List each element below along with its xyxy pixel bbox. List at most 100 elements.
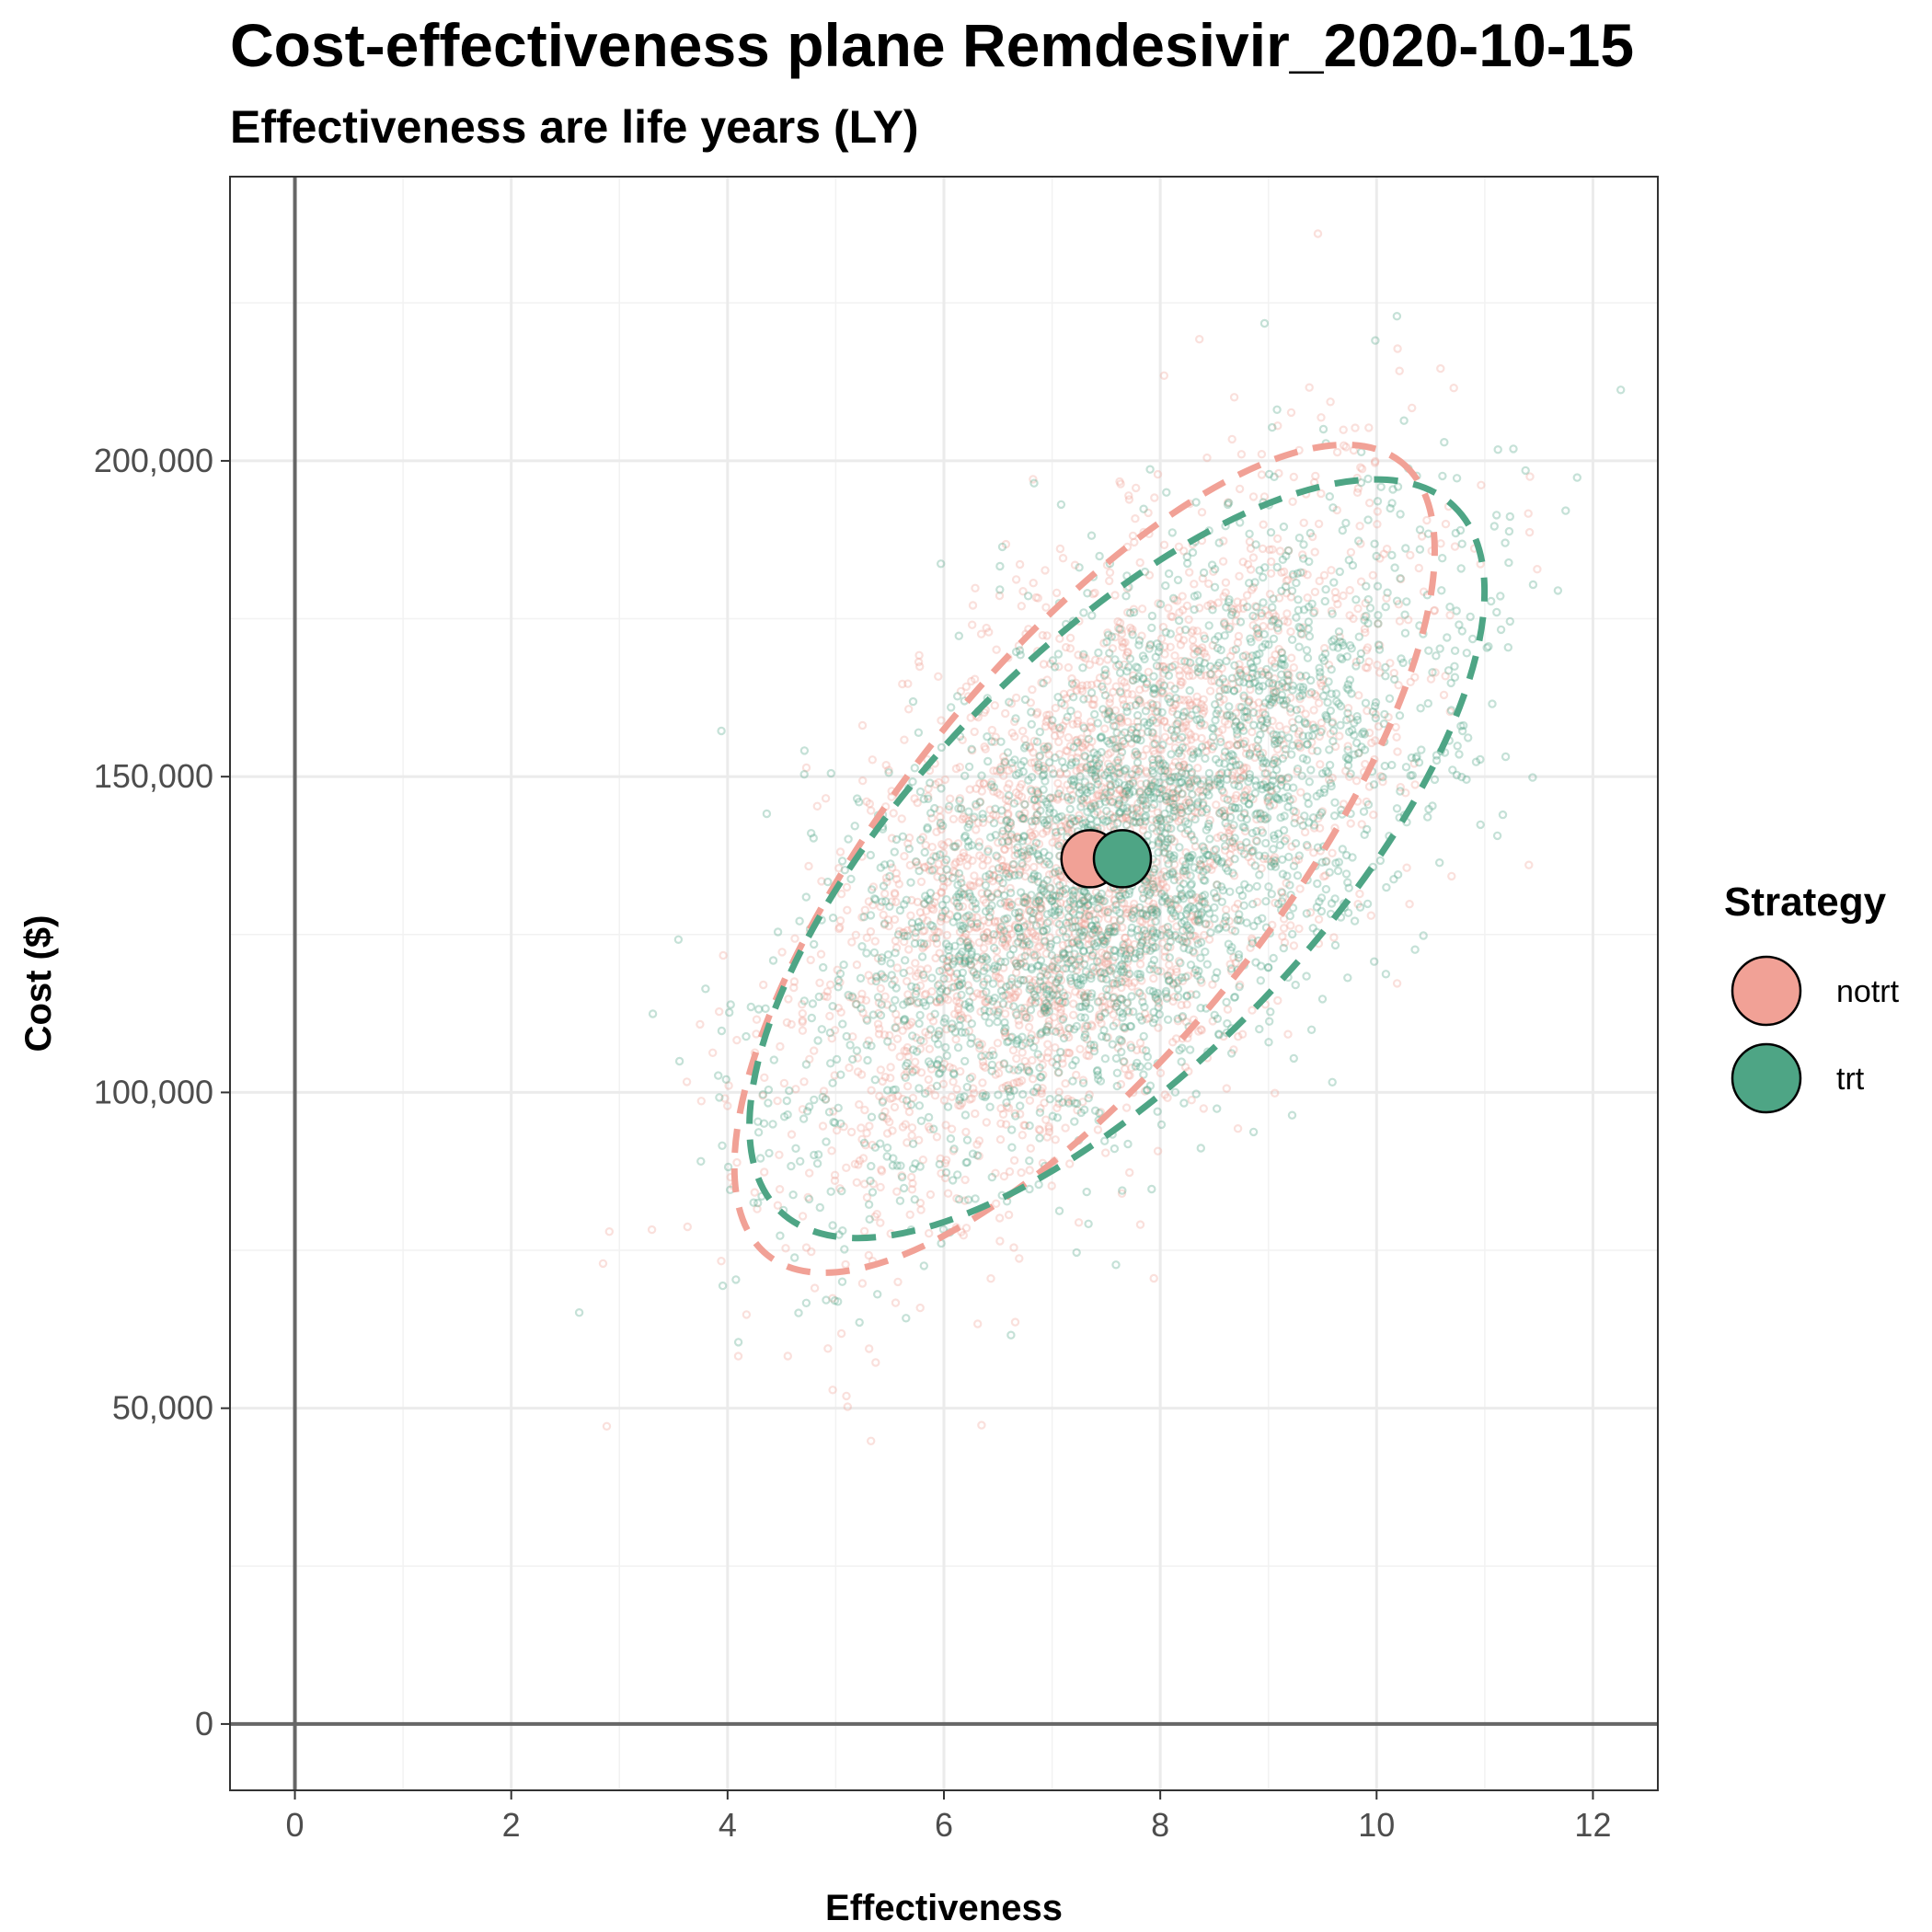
scatter-point-trt (911, 989, 921, 999)
scatter-point-notrt (1215, 769, 1225, 779)
scatter-point-notrt (919, 899, 929, 909)
scatter-point-trt (1112, 979, 1122, 988)
scatter-point-trt (1113, 763, 1123, 772)
scatter-point-trt (1334, 699, 1343, 708)
scatter-point-notrt (1127, 690, 1137, 699)
scatter-point-trt (962, 937, 972, 947)
scatter-point-trt (917, 952, 927, 961)
scatter-point-trt (1236, 668, 1245, 678)
scatter-point-notrt (1179, 760, 1189, 769)
scatter-point-trt (882, 1143, 892, 1153)
scatter-point-trt (856, 973, 866, 983)
scatter-point-notrt (1225, 960, 1235, 969)
scatter-point-trt (1272, 785, 1282, 794)
scatter-point-notrt (789, 983, 799, 993)
scatter-point-trt (1303, 740, 1312, 749)
scatter-point-notrt (1184, 568, 1194, 577)
scatter-point-notrt (902, 1047, 912, 1056)
scatter-point-trt (998, 999, 1008, 1008)
scatter-point-notrt (981, 898, 991, 908)
scatter-point-trt (1331, 858, 1340, 868)
scatter-point-trt (1476, 820, 1485, 830)
scatter-point-notrt (930, 898, 939, 907)
scatter-point-trt (1116, 967, 1126, 976)
scatter-point-notrt (923, 964, 933, 973)
scatter-point-trt (892, 1161, 902, 1170)
scatter-point-trt (1069, 817, 1079, 826)
scatter-point-notrt (1022, 895, 1032, 905)
scatter-point-notrt (1317, 807, 1328, 816)
scatter-point-trt (790, 1253, 799, 1262)
scatter-point-notrt (1120, 766, 1130, 776)
scatter-point-trt (1124, 788, 1134, 798)
scatter-point-notrt (1021, 1012, 1030, 1022)
scatter-point-notrt (1085, 660, 1095, 670)
scatter-point-notrt (1146, 924, 1156, 933)
scatter-point-trt (980, 1006, 989, 1015)
scatter-point-notrt (1017, 792, 1027, 801)
scatter-point-notrt (963, 937, 973, 946)
scatter-point-trt (812, 1158, 822, 1168)
scatter-point-notrt (1339, 425, 1348, 434)
scatter-point-trt (940, 906, 950, 915)
scatter-point-notrt (1075, 764, 1085, 773)
scatter-point-trt (1146, 793, 1156, 802)
scatter-point-notrt (1195, 894, 1204, 903)
scatter-point-trt (890, 847, 900, 857)
scatter-point-trt (1159, 772, 1168, 782)
scatter-point-notrt (970, 674, 980, 684)
scatter-point-notrt (1055, 910, 1065, 920)
scatter-point-notrt (1248, 743, 1257, 753)
scatter-point-trt (900, 1015, 910, 1024)
scatter-point-trt (1108, 1040, 1118, 1049)
scatter-point-notrt (1215, 697, 1225, 707)
scatter-point-trt (903, 997, 913, 1006)
scatter-point-notrt (1030, 814, 1040, 823)
scatter-point-trt (1348, 560, 1358, 570)
scatter-point-notrt (954, 1003, 963, 1012)
scatter-point-notrt (1058, 948, 1068, 958)
scatter-point-trt (1089, 1041, 1098, 1050)
scatter-point-notrt (1315, 576, 1324, 586)
scatter-point-notrt (1178, 724, 1187, 733)
scatter-point-trt (1162, 837, 1172, 847)
scatter-point-notrt (1138, 825, 1148, 835)
scatter-point-trt (1223, 768, 1233, 777)
scatter-point-notrt (1006, 977, 1017, 986)
scatter-point-notrt (1167, 612, 1176, 621)
scatter-point-trt (1115, 908, 1124, 918)
scatter-point-trt (1252, 624, 1261, 633)
scatter-point-trt (1087, 802, 1096, 811)
scatter-point-trt (1042, 799, 1052, 810)
scatter-point-notrt (1105, 568, 1115, 578)
scatter-point-notrt (1177, 767, 1187, 776)
scatter-point-trt (1220, 685, 1230, 695)
scatter-point-notrt (1147, 803, 1156, 813)
scatter-point-trt (1036, 806, 1045, 815)
scatter-point-trt (1177, 777, 1187, 787)
scatter-point-trt (1306, 1025, 1317, 1035)
scatter-point-notrt (903, 990, 913, 999)
scatter-point-trt (1280, 836, 1290, 845)
scatter-point-trt (1039, 887, 1049, 896)
scatter-point-trt (1144, 787, 1153, 796)
scatter-point-notrt (1057, 791, 1067, 801)
scatter-point-notrt (1259, 814, 1269, 823)
scatter-point-notrt (1104, 765, 1114, 775)
scatter-point-notrt (1345, 585, 1354, 595)
scatter-point-trt (1033, 1050, 1042, 1059)
scatter-point-notrt (1031, 764, 1041, 773)
scatter-point-notrt (1001, 866, 1011, 875)
scatter-point-trt (1003, 748, 1013, 757)
scatter-point-notrt (1042, 710, 1052, 720)
scatter-point-trt (1122, 803, 1132, 812)
scatter-point-notrt (999, 1059, 1008, 1069)
scatter-point-trt (1245, 770, 1255, 779)
scatter-point-notrt (1219, 536, 1228, 546)
scatter-point-notrt (1250, 753, 1259, 763)
scatter-point-trt (1167, 823, 1176, 834)
scatter-point-trt (1183, 853, 1193, 862)
scatter-point-trt (1222, 603, 1231, 612)
scatter-point-trt (1162, 488, 1171, 497)
scatter-point-trt (1212, 1104, 1222, 1113)
